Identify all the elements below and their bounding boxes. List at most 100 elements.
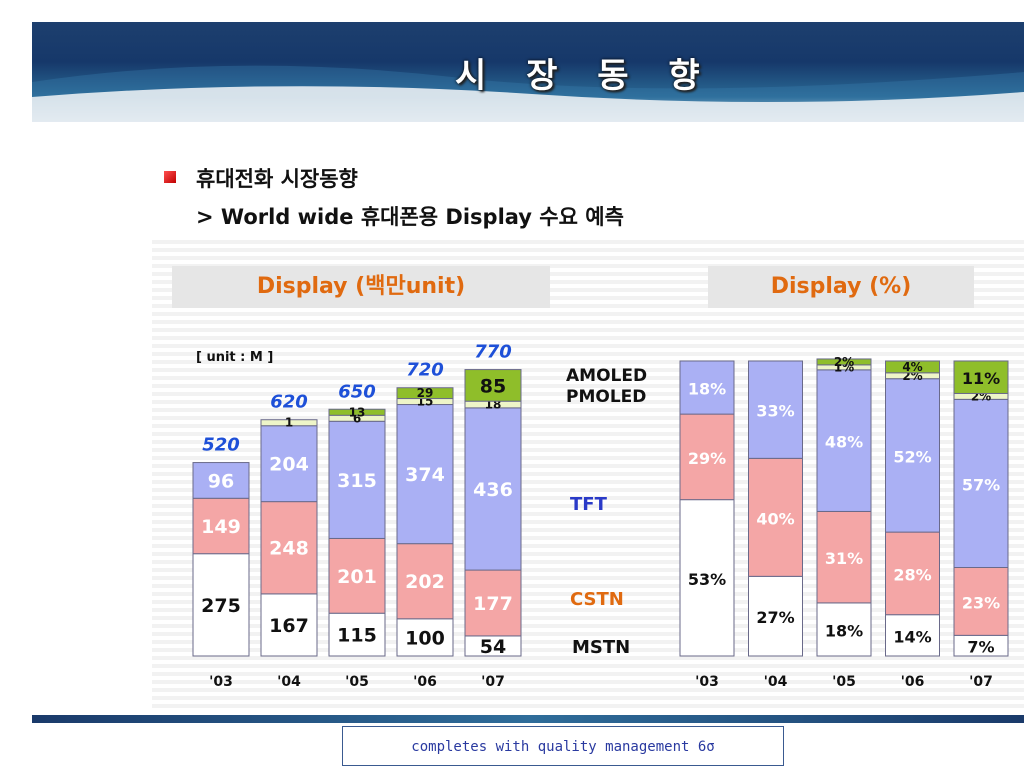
bar-segment-cstn-03 — [679, 413, 735, 501]
data-label-tft-05: 315 — [337, 470, 377, 492]
x-tick-label-05: '05 — [345, 674, 369, 690]
data-label-cstn-03: 29% — [688, 449, 726, 468]
data-label-amoled-05: 2% — [834, 355, 854, 369]
data-label-mstn-05: 115 — [337, 625, 377, 647]
unit-note: [ unit : M ] — [196, 350, 273, 365]
data-label-tft-04: 33% — [756, 402, 794, 421]
section-subheading: > World wide 휴대폰용 Display 수요 예측 — [196, 205, 624, 229]
data-label-tft-06: 374 — [405, 464, 445, 486]
x-tick-label-06: '06 — [901, 674, 925, 690]
total-label-07: 770 — [474, 342, 512, 363]
bar-segment-cstn-04 — [748, 457, 803, 577]
total-label-04: 620 — [270, 392, 308, 413]
data-label-tft-07: 436 — [473, 479, 513, 501]
data-label-mstn-03: 53% — [688, 570, 726, 589]
legend: AMOLED PMOLED TFT CSTN MSTN — [566, 366, 647, 658]
bar-segment-amoled-05 — [328, 408, 386, 416]
data-label-amoled-07: 85 — [480, 375, 506, 397]
data-label-tft-05: 48% — [825, 433, 863, 452]
bar-segment-mstn-03 — [192, 553, 250, 657]
bar-segment-amoled-06 — [885, 360, 940, 374]
bar-segment-cstn-03 — [192, 497, 250, 555]
percent-chart-title: Display (%) — [708, 266, 974, 308]
banner-wave-decoration — [32, 65, 1024, 122]
data-label-cstn-03: 149 — [201, 516, 241, 538]
bar-segment-tft-07 — [464, 407, 522, 571]
bar-segment-tft-04 — [748, 360, 803, 459]
data-label-cstn-06: 28% — [893, 565, 931, 584]
total-label-03: 520 — [202, 435, 240, 456]
data-label-tft-03: 18% — [688, 380, 726, 399]
bar-segment-tft-06 — [885, 378, 940, 533]
x-tick-label-04: '04 — [277, 674, 301, 690]
data-label-amoled-06: 4% — [902, 360, 922, 374]
data-label-tft-07: 57% — [962, 475, 1000, 494]
x-tick-label-03: '03 — [695, 674, 719, 690]
bar-segment-cstn-06 — [885, 531, 940, 616]
page-title: 시 장 동 향 — [455, 56, 714, 96]
bar-segment-tft-05 — [328, 420, 386, 539]
x-tick-label-07: '07 — [969, 674, 993, 690]
data-label-amoled-05: 13 — [349, 405, 366, 419]
legend-mstn: MSTN — [572, 637, 630, 658]
data-label-tft-06: 52% — [893, 447, 931, 466]
x-tick-label-04: '04 — [764, 674, 788, 690]
legend-cstn: CSTN — [570, 589, 624, 610]
data-label-mstn-07: 54 — [480, 636, 506, 658]
bar-segment-amoled-07 — [464, 369, 522, 402]
x-tick-label-07: '07 — [481, 674, 505, 690]
data-label-cstn-06: 202 — [405, 571, 445, 593]
title-banner — [32, 22, 1024, 122]
legend-amoled: AMOLED — [566, 366, 647, 386]
data-label-pmoled-04: 1 — [285, 416, 293, 430]
bar-segment-mstn-06 — [396, 618, 454, 657]
data-label-cstn-05: 31% — [825, 549, 863, 568]
bar-segment-tft-03 — [679, 360, 735, 415]
bar-segment-mstn-05 — [816, 602, 872, 657]
legend-tft: TFT — [570, 494, 608, 515]
bar-segment-tft-05 — [816, 369, 872, 512]
x-tick-label-06: '06 — [413, 674, 437, 690]
bar-segment-cstn-04 — [260, 501, 318, 595]
bar-segment-mstn-05 — [328, 612, 386, 657]
data-label-mstn-07: 7% — [967, 638, 994, 657]
bar-segment-cstn-05 — [328, 537, 386, 614]
bar-segment-tft-03 — [192, 462, 250, 499]
units-chart-title: Display (백만unit) — [172, 266, 550, 308]
bar-segment-mstn-03 — [679, 499, 735, 657]
legend-pmoled: PMOLED — [566, 387, 646, 407]
data-label-cstn-07: 23% — [962, 593, 1000, 612]
bar-segment-amoled-05 — [816, 358, 872, 366]
data-label-cstn-04: 248 — [269, 538, 309, 560]
bar-segment-cstn-06 — [396, 543, 454, 620]
bar-segment-amoled-07 — [953, 360, 1009, 394]
bar-segment-mstn-04 — [260, 593, 318, 657]
footer-divider — [32, 715, 1024, 723]
bar-segment-amoled-06 — [396, 387, 454, 400]
data-label-mstn-06: 14% — [893, 627, 931, 646]
data-label-cstn-05: 201 — [337, 566, 377, 588]
data-label-mstn-04: 167 — [269, 615, 309, 637]
bullet-square-icon — [164, 171, 176, 183]
bar-segment-tft-07 — [953, 398, 1009, 568]
percent-chart: 53%29%18%'0327%40%33%'0418%31%48%1%2%'05… — [679, 355, 1009, 690]
data-label-pmoled-05: 6 — [353, 411, 361, 425]
section-heading: 휴대전화 시장동향 — [196, 167, 358, 191]
data-label-amoled-07: 11% — [962, 369, 1000, 388]
footer-text: completes with quality management 6σ — [342, 726, 784, 766]
bar-segment-mstn-04 — [748, 575, 803, 657]
bar-segment-tft-06 — [396, 404, 454, 545]
total-label-05: 650 — [338, 381, 376, 402]
bar-segment-cstn-07 — [953, 567, 1009, 636]
data-label-cstn-07: 177 — [473, 593, 513, 615]
data-label-mstn-05: 18% — [825, 621, 863, 640]
x-tick-label-03: '03 — [209, 674, 233, 690]
data-label-tft-04: 204 — [269, 454, 309, 476]
total-label-06: 720 — [406, 360, 444, 381]
x-tick-label-05: '05 — [832, 674, 856, 690]
data-label-tft-03: 96 — [208, 470, 234, 492]
data-label-mstn-06: 100 — [405, 627, 445, 649]
data-label-cstn-04: 40% — [756, 509, 794, 528]
data-label-amoled-06: 29 — [417, 386, 434, 400]
